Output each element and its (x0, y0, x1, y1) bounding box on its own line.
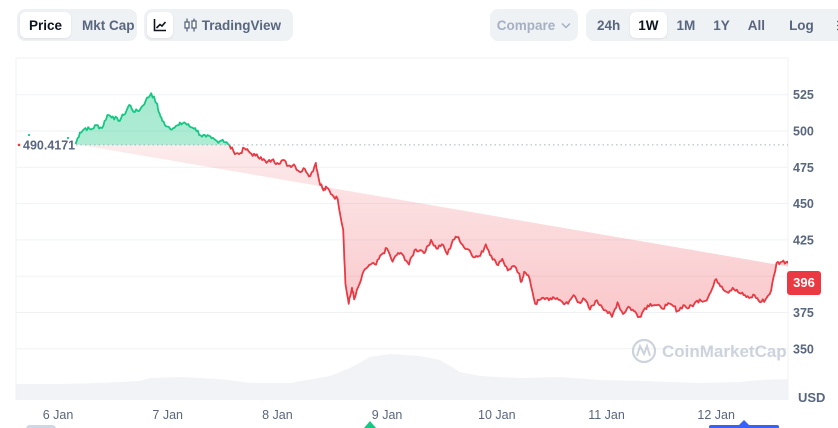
chevron-down-icon (561, 22, 571, 29)
y-tick-label: 350 (793, 342, 814, 356)
y-tick-label: 375 (793, 306, 814, 320)
range-24h[interactable]: 24h (597, 17, 621, 33)
price-line-up (74, 92, 231, 145)
x-tick-label: 9 Jan (372, 408, 403, 422)
y-tick-label: 500 (793, 125, 814, 139)
y-axis: 350 375 425 450 475 500 525 (793, 88, 814, 356)
price-mktcap-toggle: Price Mkt Cap (17, 9, 137, 41)
log-scale-button[interactable]: Log (789, 17, 814, 33)
event-marker-up[interactable] (364, 421, 376, 428)
tab-mkt-cap[interactable]: Mkt Cap (82, 17, 135, 33)
chart-view-toggle: TradingView (144, 9, 293, 41)
candlestick-icon (184, 18, 197, 32)
baseline-marker (17, 143, 21, 147)
currency-label: USD (798, 390, 825, 405)
price-line-down (227, 144, 788, 319)
time-range-toggle: 24h 1W 1M 1Y All Log (586, 9, 838, 41)
x-tick-label: 10 Jan (478, 408, 516, 422)
x-tick-label: 11 Jan (588, 408, 625, 422)
tradingview-label: TradingView (201, 17, 281, 33)
y-tick-label: 475 (793, 161, 814, 175)
compare-dropdown[interactable]: Compare (490, 9, 578, 41)
range-selector-caret (739, 420, 749, 425)
volume-area (16, 354, 788, 400)
x-tick-label: 8 Jan (262, 408, 293, 422)
compare-label: Compare (496, 17, 556, 33)
watermark-text: CoinMarketCap (662, 342, 787, 361)
x-tick-label: 7 Jan (152, 408, 183, 422)
y-tick-label: 425 (793, 233, 814, 247)
price-area-above-baseline (75, 93, 230, 145)
line-chart-button[interactable] (147, 12, 173, 38)
range-1w[interactable]: 1W (630, 12, 667, 38)
tradingview-button[interactable]: TradingView (175, 12, 290, 38)
current-price-tag: 396 (787, 271, 821, 296)
y-tick-label: 525 (793, 88, 814, 102)
baseline-value-label: 490.4171 (23, 138, 75, 152)
x-axis: 6 Jan 7 Jan 8 Jan 9 Jan 10 Jan 11 Jan 12 Jan (43, 408, 735, 422)
line-chart-icon (153, 19, 166, 32)
range-all[interactable]: All (747, 17, 766, 33)
current-price-label: 396 (793, 275, 815, 290)
y-tick-label: 450 (793, 197, 814, 211)
price-area-below-baseline (80, 144, 788, 318)
tab-price[interactable]: Price (20, 12, 72, 38)
range-1y[interactable]: 1Y (713, 17, 730, 33)
x-tick-label: 12 Jan (697, 408, 735, 422)
range-1m[interactable]: 1M (676, 17, 696, 33)
range-selector-bar[interactable] (709, 425, 779, 428)
x-tick-label: 6 Jan (43, 408, 74, 422)
scroll-handle-left[interactable] (26, 425, 56, 428)
coinmarketcap-watermark: CoinMarketCap (631, 338, 787, 364)
